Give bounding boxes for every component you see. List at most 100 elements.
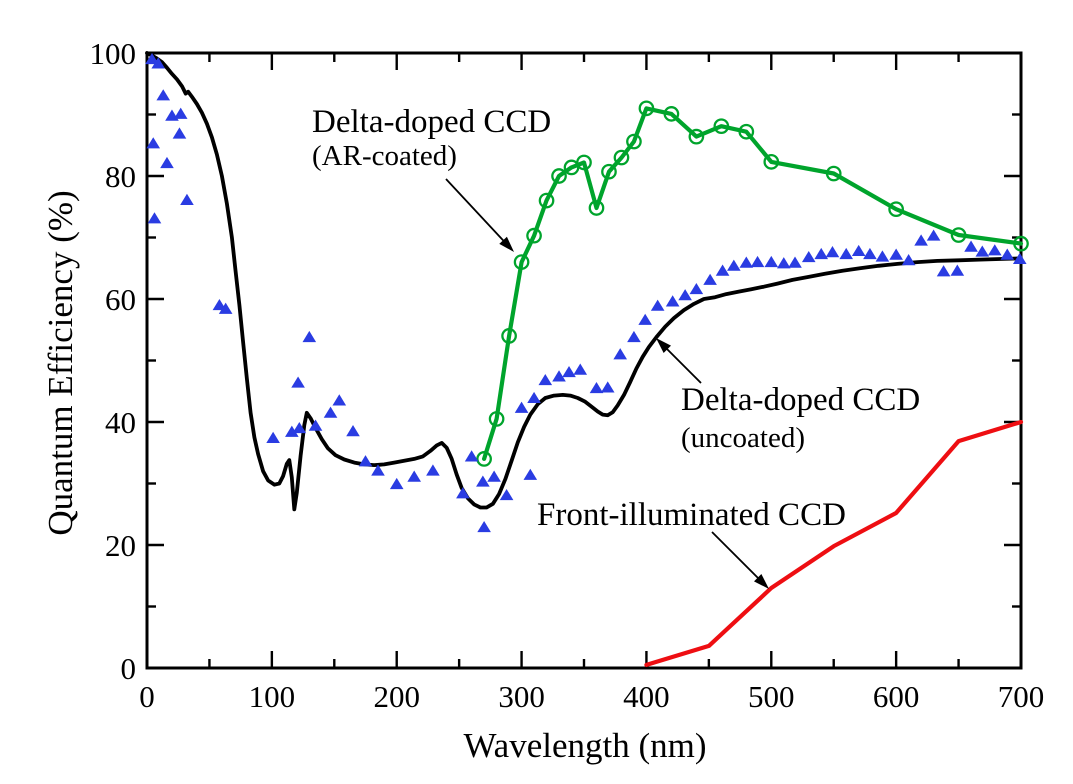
triangle-marker <box>151 57 166 69</box>
open-circle-marker <box>501 328 517 344</box>
delta-doped-ccd-ar-coated-line <box>482 106 1024 461</box>
x-tick-label: 700 <box>998 679 1045 714</box>
triangle-marker <box>573 363 588 375</box>
delta-doped-ccd-ar-coated <box>476 100 1029 467</box>
triangle-marker <box>901 254 916 266</box>
label-ar-coated-line1: Delta-doped CCD <box>312 104 551 140</box>
triangle-marker <box>627 330 641 343</box>
open-circle-marker <box>588 200 605 216</box>
triangle-marker <box>889 248 903 260</box>
triangle-marker <box>703 273 717 285</box>
y-tick-label: 80 <box>105 159 136 194</box>
triangle-marker <box>665 295 680 307</box>
label-ar-coated-arrow-line <box>445 178 507 244</box>
triangle-marker <box>346 425 360 437</box>
triangle-marker <box>613 348 628 360</box>
annotation-arrows-group <box>445 178 769 589</box>
triangle-marker <box>487 470 501 482</box>
label-uncoated-arrow-head <box>656 338 671 353</box>
triangle-marker <box>776 257 791 269</box>
open-circle-marker <box>825 165 842 182</box>
open-circle-marker <box>476 451 492 467</box>
open-circle-marker <box>613 149 630 166</box>
y-tick-label: 20 <box>105 528 136 563</box>
triangle-marker <box>464 450 479 462</box>
triangle-marker <box>371 464 385 476</box>
open-circle-marker <box>663 106 680 122</box>
triangle-marker <box>552 370 566 382</box>
triangle-marker <box>926 229 941 241</box>
label-uncoated-arrow-line <box>663 345 702 384</box>
triangle-marker <box>851 244 866 257</box>
open-circle-marker <box>626 133 642 150</box>
triangle-marker <box>407 470 421 482</box>
open-circle-marker <box>888 201 904 218</box>
y-tick-label: 100 <box>90 36 137 71</box>
triangle-marker <box>172 127 187 139</box>
triangle-marker <box>323 406 338 418</box>
triangle-marker <box>285 425 299 437</box>
triangle-marker <box>456 487 470 499</box>
label-front-illuminated-line1: Front-illuminated CCD <box>537 497 846 533</box>
open-circle-marker <box>1013 235 1029 252</box>
triangle-marker <box>332 394 347 406</box>
plot-frame <box>145 51 1023 670</box>
triangle-marker <box>266 431 280 443</box>
triangle-marker <box>1000 248 1015 260</box>
front-illuminated-ccd-line <box>644 419 1024 667</box>
x-tick-label: 400 <box>623 679 670 714</box>
label-uncoated-line1: Delta-doped CCD <box>681 382 920 418</box>
open-circle-marker <box>638 100 655 117</box>
triangle-marker <box>514 401 529 413</box>
triangle-marker <box>739 256 754 268</box>
triangle-marker <box>173 107 188 119</box>
triangle-marker <box>788 256 802 268</box>
open-circle-marker <box>601 163 617 180</box>
open-circle-marker <box>763 154 780 170</box>
triangle-marker <box>727 259 741 271</box>
y-tick-label: 60 <box>105 282 136 317</box>
triangle-marker <box>964 240 978 252</box>
plot-frame-group <box>145 51 1023 670</box>
triangle-marker <box>950 264 965 276</box>
triangle-marker <box>689 282 704 295</box>
triangle-marker <box>146 137 161 149</box>
triangle-marker <box>156 89 171 101</box>
triangle-marker <box>914 234 928 246</box>
triangle-marker <box>764 255 779 268</box>
triangle-marker <box>523 468 538 480</box>
triangle-marker <box>801 250 816 263</box>
label-ar-coated-line2: (AR-coated) <box>312 140 457 172</box>
triangle-marker <box>1012 252 1027 265</box>
triangle-marker <box>499 488 514 501</box>
x-tick-label: 200 <box>373 679 420 714</box>
triangle-marker <box>538 373 553 386</box>
open-circle-marker <box>713 118 730 135</box>
front-illuminated-ccd <box>644 419 1024 667</box>
triangle-marker <box>476 475 490 487</box>
triangle-marker <box>358 455 373 467</box>
data-series-group <box>145 51 1029 667</box>
triangle-marker <box>638 313 652 325</box>
triangle-marker <box>477 520 491 533</box>
triangle-marker <box>292 421 307 434</box>
label-front-illuminated-arrow-line <box>711 531 762 582</box>
triangle-marker <box>218 302 233 314</box>
open-circle-marker <box>538 192 555 209</box>
triangle-marker <box>678 289 692 301</box>
delta-doped-ccd-uncoated-line <box>145 51 1023 512</box>
triangle-marker <box>650 299 665 311</box>
label-ar-coated-arrow-head <box>499 236 514 252</box>
x-tick-label: 100 <box>249 679 296 714</box>
triangle-marker <box>715 264 730 276</box>
triangle-marker <box>987 244 1002 256</box>
x-axis-title: Wavelength (nm) <box>463 726 706 765</box>
axis-ticks-group <box>145 51 1023 670</box>
triangle-marker <box>975 245 990 257</box>
triangle-marker <box>302 330 317 343</box>
open-circle-marker <box>551 168 567 184</box>
triangle-marker <box>839 247 853 260</box>
triangle-marker <box>145 52 159 65</box>
